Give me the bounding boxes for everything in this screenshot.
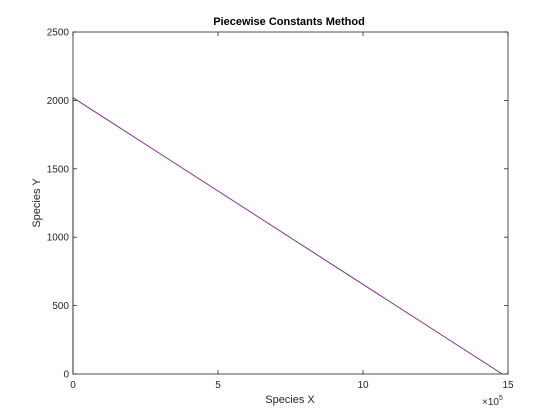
y-tick-label: 2000 <box>47 96 70 107</box>
x-tick-label: 15 <box>502 380 514 391</box>
x-exponent-base: ×10 <box>482 397 499 408</box>
y-tick-label: 1000 <box>47 233 70 244</box>
y-axis-label: Species Y <box>31 178 43 228</box>
plot-area <box>73 32 508 374</box>
chart-title: Piecewise Constants Method <box>213 16 365 28</box>
x-tick-label: 10 <box>357 380 369 391</box>
y-tick-label: 2500 <box>47 28 70 39</box>
x-axis-label: Species X <box>265 394 315 406</box>
x-exponent-label: ×105 <box>482 395 503 408</box>
x-tick-label: 5 <box>215 380 221 391</box>
y-tick-label: 1500 <box>47 164 70 175</box>
plot-frame <box>72 31 509 375</box>
y-tick-label: 0 <box>63 370 69 381</box>
x-tick-label: 0 <box>70 380 76 391</box>
x-exponent-power: 5 <box>499 395 503 402</box>
y-tick-label: 500 <box>52 301 69 312</box>
